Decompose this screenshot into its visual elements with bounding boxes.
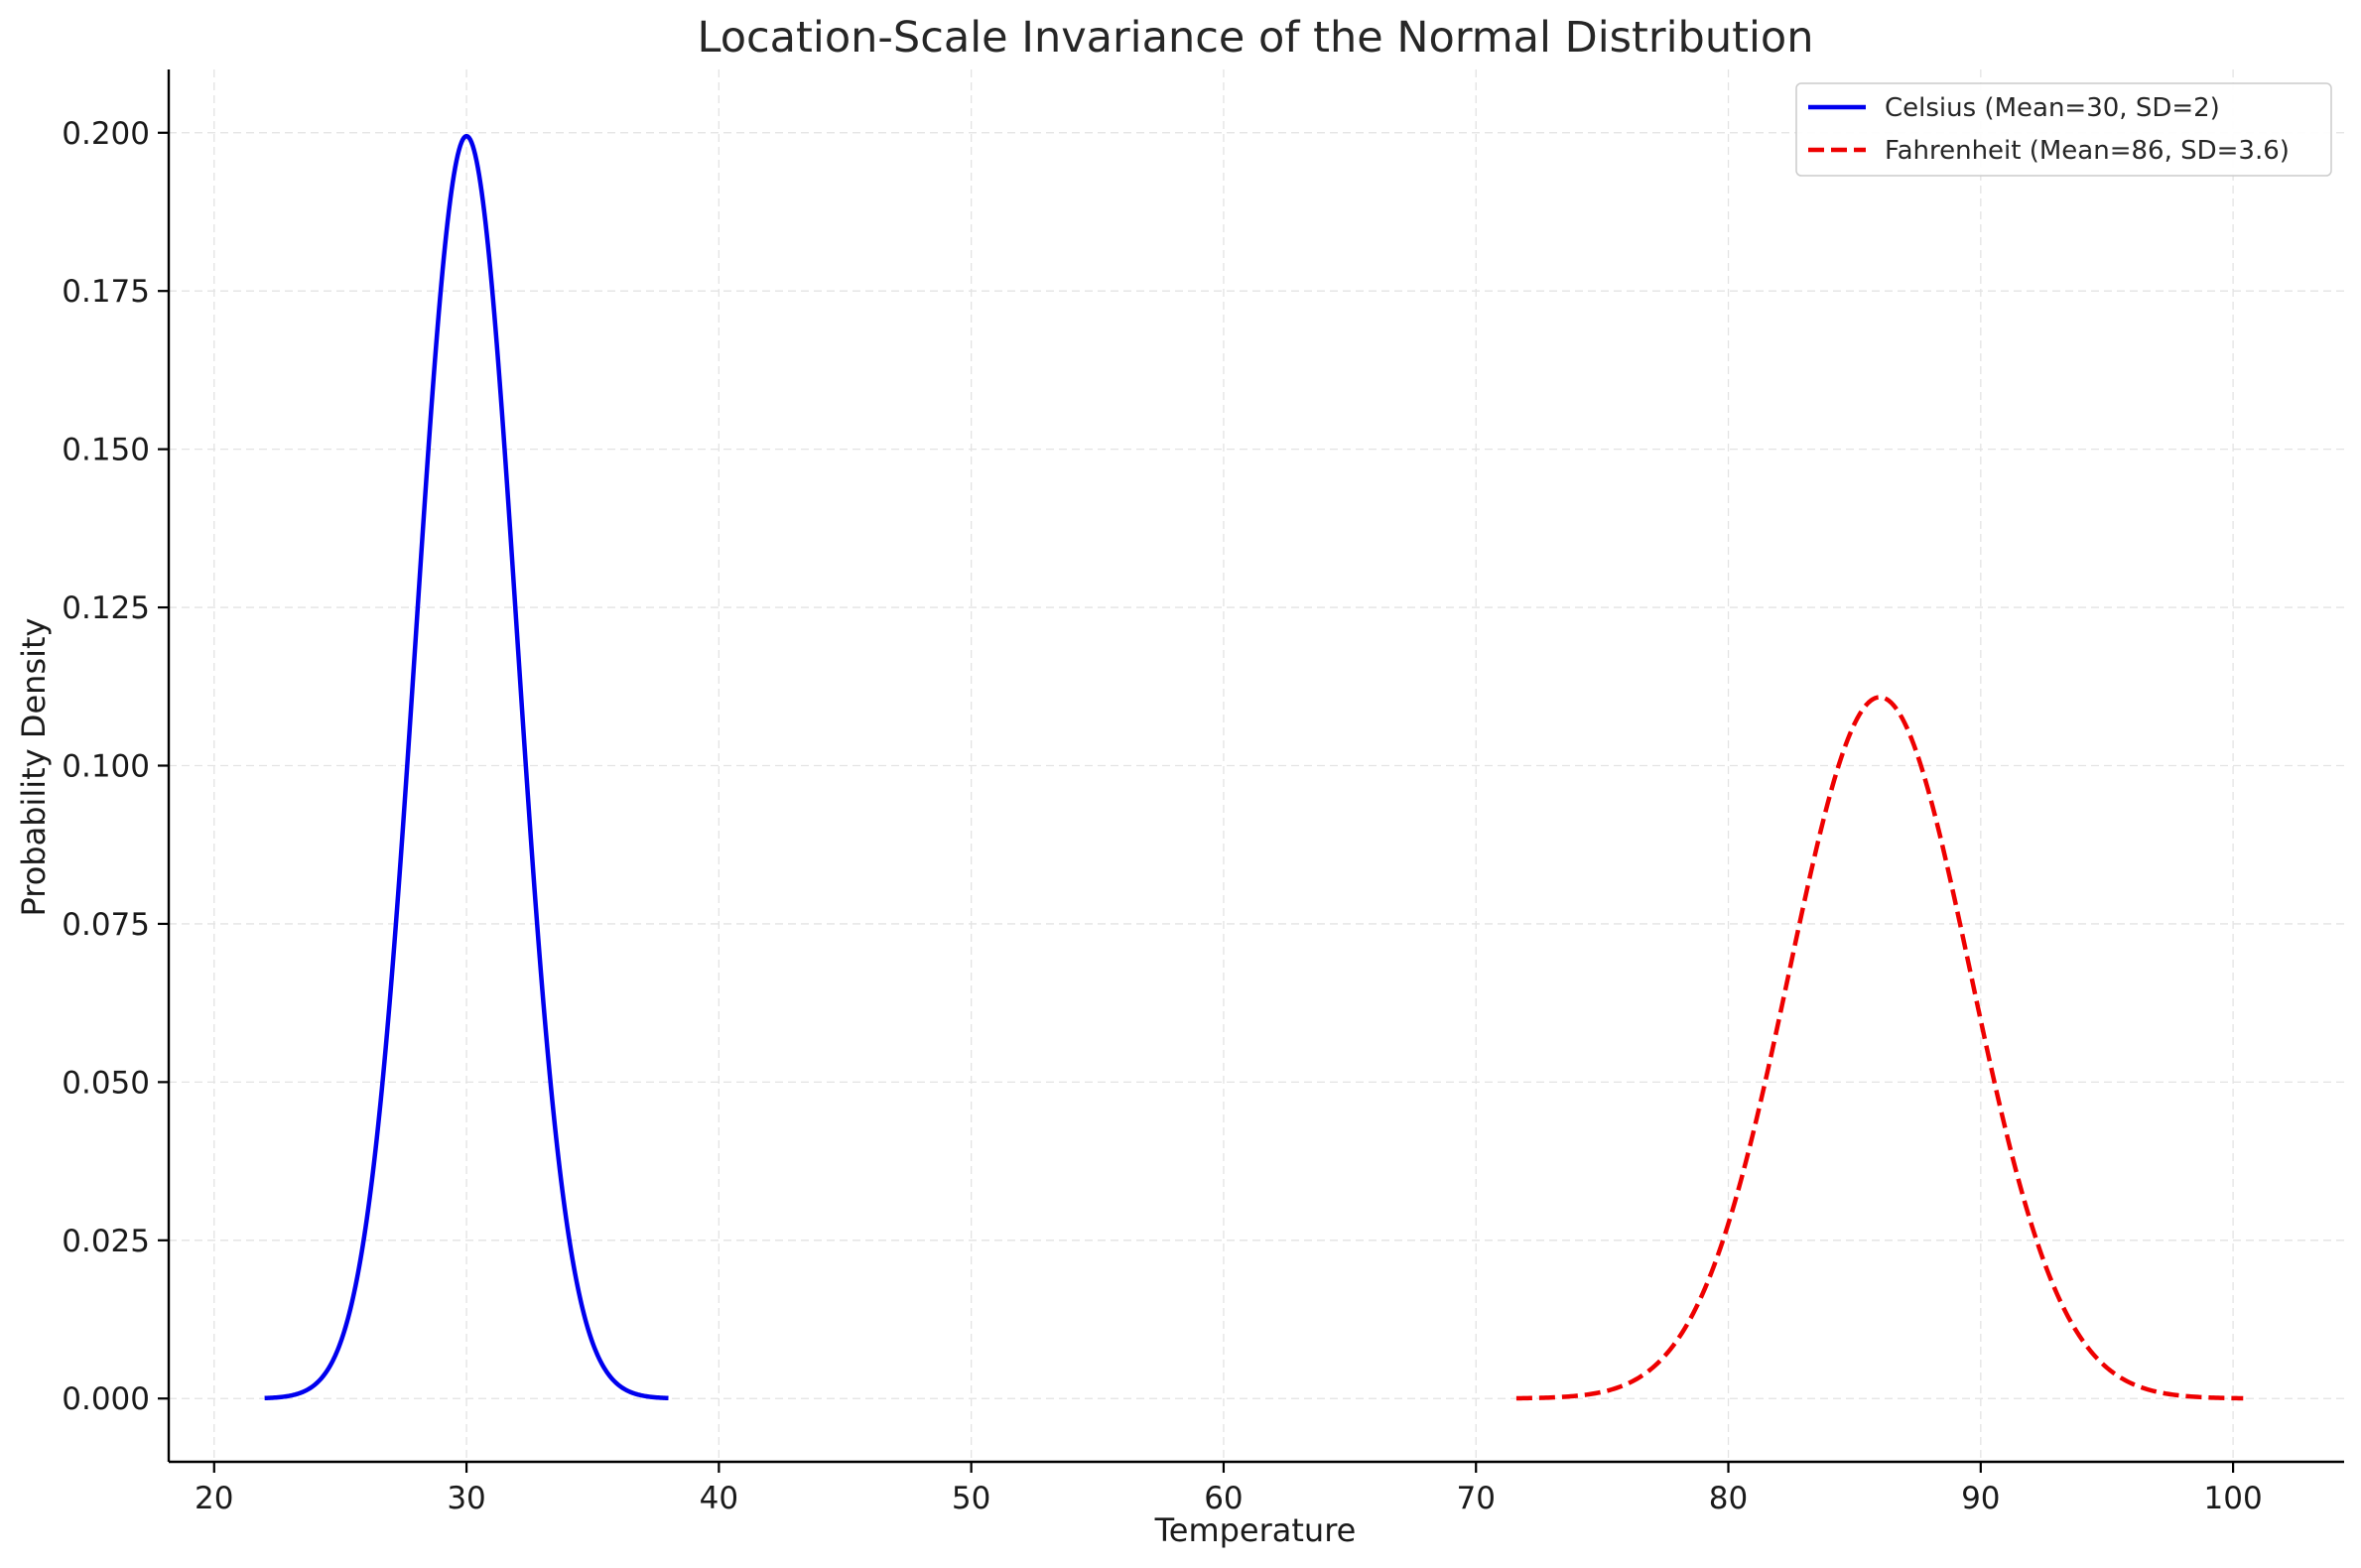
x-tick-label: 50 xyxy=(952,1481,990,1516)
y-tick-label: 0.200 xyxy=(62,116,150,152)
x-tick-label: 60 xyxy=(1204,1481,1243,1516)
x-tick-label: 100 xyxy=(2204,1481,2263,1516)
legend-label-fahrenheit: Fahrenheit (Mean=86, SD=3.6) xyxy=(1885,136,2290,166)
chart-title: Location-Scale Invariance of the Normal … xyxy=(698,13,1814,63)
y-tick-label: 0.150 xyxy=(62,433,150,468)
y-tick-label: 0.050 xyxy=(62,1065,150,1101)
x-tick-label: 70 xyxy=(1457,1481,1496,1516)
series-line-fahrenheit xyxy=(1515,695,2244,1401)
legend-frame xyxy=(1795,82,2332,177)
y-tick-label: 0.100 xyxy=(62,749,150,785)
series-layer xyxy=(263,133,2244,1401)
y-tick-label: 0.025 xyxy=(62,1224,150,1259)
series-line-celsius xyxy=(263,133,670,1401)
y-tick-label: 0.125 xyxy=(62,590,150,626)
legend: Celsius (Mean=30, SD=2) Fahrenheit (Mean… xyxy=(1795,82,2332,177)
x-axis-title: Temperature xyxy=(1154,1511,1357,1549)
ticks-layer: 20 30 40 50 60 70 80 90 100 0.000 0.025 0.050 0.075 0… xyxy=(62,116,2262,1516)
legend-label-celsius: Celsius (Mean=30, SD=2) xyxy=(1885,93,2220,123)
y-axis-title: Probability Density xyxy=(15,618,53,917)
x-tick-label: 20 xyxy=(195,1481,233,1516)
x-tick-label: 80 xyxy=(1709,1481,1748,1516)
y-tick-label: 0.175 xyxy=(62,274,150,310)
x-tick-label: 90 xyxy=(1961,1481,2000,1516)
y-tick-label: 0.075 xyxy=(62,907,150,943)
grid-layer xyxy=(169,69,2344,1462)
x-tick-label: 30 xyxy=(447,1481,485,1516)
x-tick-label: 40 xyxy=(700,1481,738,1516)
y-tick-label: 0.000 xyxy=(62,1381,150,1417)
